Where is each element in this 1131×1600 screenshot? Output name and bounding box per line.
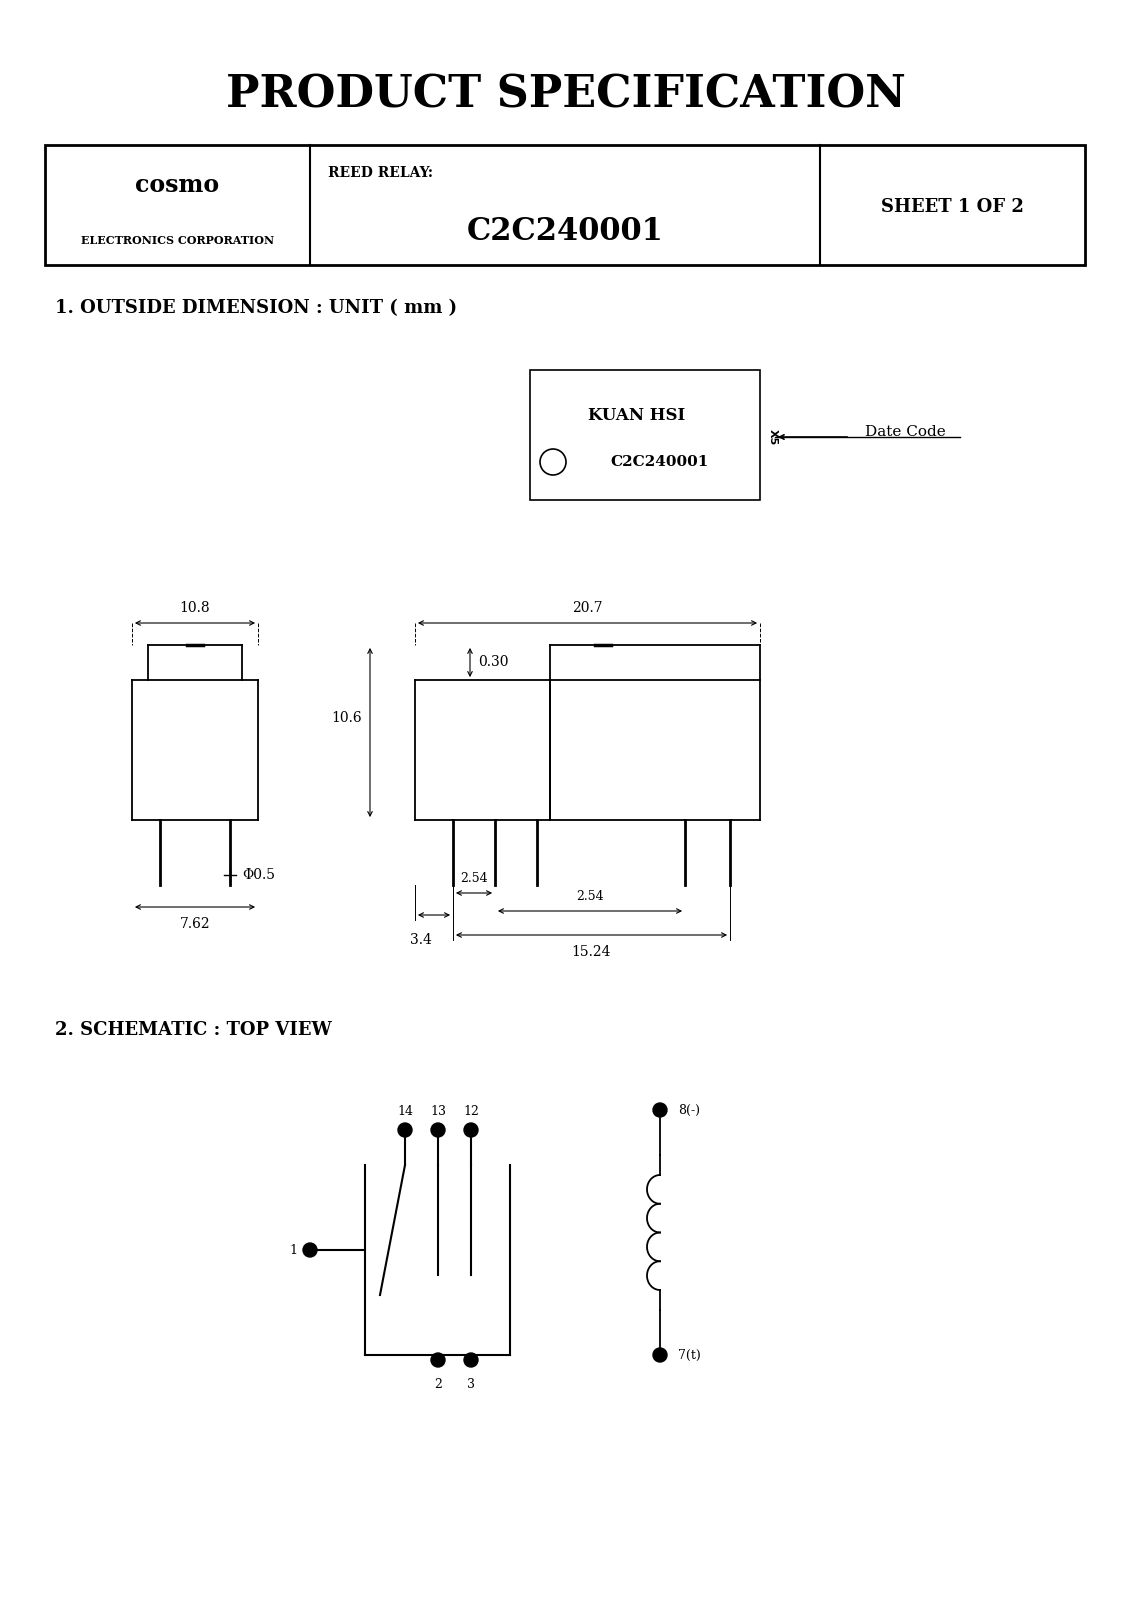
Circle shape	[653, 1102, 667, 1117]
Text: 15.24: 15.24	[572, 946, 611, 958]
Text: cosmo: cosmo	[136, 173, 219, 197]
Text: ELECTRONICS CORPORATION: ELECTRONICS CORPORATION	[81, 235, 274, 245]
Text: 2.54: 2.54	[460, 872, 487, 885]
Bar	[530, 370, 760, 499]
Text: Φ0.5: Φ0.5	[242, 867, 275, 882]
Text: SHEET 1 OF 2: SHEET 1 OF 2	[881, 198, 1024, 216]
Circle shape	[431, 1123, 444, 1138]
Circle shape	[464, 1123, 478, 1138]
Text: 0.30: 0.30	[478, 656, 509, 669]
Text: X5: X5	[768, 429, 778, 445]
Text: REED RELAY:: REED RELAY:	[328, 166, 433, 179]
Text: 2.54: 2.54	[576, 890, 604, 902]
Bar	[45, 146, 1085, 266]
Text: 7.62: 7.62	[180, 917, 210, 931]
Text: C2C240001: C2C240001	[611, 454, 709, 469]
Text: 13: 13	[430, 1106, 446, 1118]
Text: PRODUCT SPECIFICATION: PRODUCT SPECIFICATION	[225, 74, 906, 117]
Circle shape	[653, 1347, 667, 1362]
Text: 2. SCHEMATIC : TOP VIEW: 2. SCHEMATIC : TOP VIEW	[55, 1021, 331, 1038]
Text: 7(t): 7(t)	[677, 1349, 701, 1362]
Text: C2C240001: C2C240001	[467, 216, 664, 248]
Text: 8(-): 8(-)	[677, 1104, 700, 1117]
Text: 3.4: 3.4	[411, 933, 432, 947]
Circle shape	[303, 1243, 317, 1258]
Text: 1. OUTSIDE DIMENSION : UNIT ( mm ): 1. OUTSIDE DIMENSION : UNIT ( mm )	[55, 299, 457, 317]
Text: 14: 14	[397, 1106, 413, 1118]
Text: 3: 3	[467, 1378, 475, 1390]
Text: KUAN HSI: KUAN HSI	[588, 406, 685, 424]
Circle shape	[398, 1123, 412, 1138]
Circle shape	[431, 1354, 444, 1366]
Text: 12: 12	[463, 1106, 478, 1118]
Text: 10.6: 10.6	[331, 710, 362, 725]
Text: 2: 2	[434, 1378, 442, 1390]
Circle shape	[464, 1354, 478, 1366]
Text: 10.8: 10.8	[180, 602, 210, 614]
Text: 1: 1	[290, 1243, 297, 1256]
Text: 20.7: 20.7	[572, 602, 603, 614]
Text: Date Code: Date Code	[865, 426, 946, 438]
